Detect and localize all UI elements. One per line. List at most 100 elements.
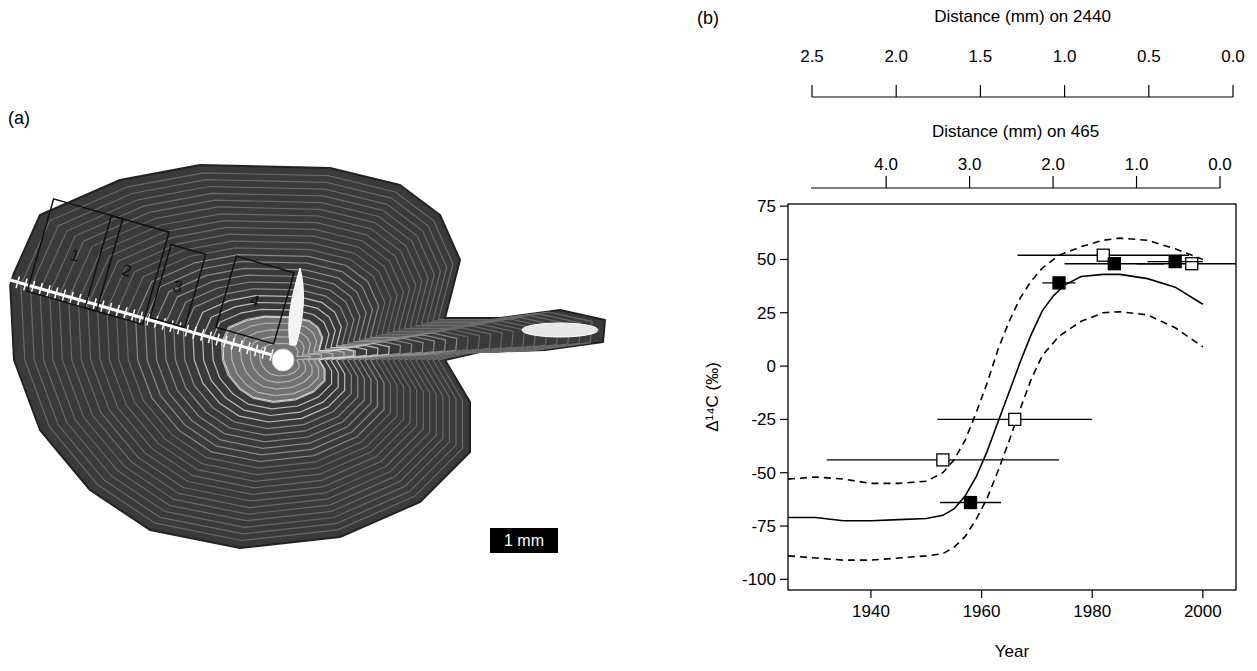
growth-ring bbox=[97, 227, 502, 487]
photo-panel: (a) 12 3 4 1 mm bbox=[8, 108, 605, 553]
transect-tick bbox=[16, 276, 19, 288]
x-tick bbox=[1092, 590, 1093, 598]
top-axis-tick-label: 1.0 bbox=[1053, 47, 1077, 66]
growth-ring bbox=[59, 200, 547, 514]
top-axis-tick bbox=[896, 85, 897, 97]
top-axis-tick bbox=[980, 85, 981, 97]
growth-ring bbox=[155, 268, 435, 448]
top-axis-tick-label: 3.0 bbox=[958, 155, 982, 174]
transect-tick bbox=[116, 305, 119, 317]
x-tick-label: 2000 bbox=[1184, 602, 1222, 621]
top-axis-tick bbox=[1136, 176, 1137, 188]
sample-box: 1 bbox=[27, 199, 123, 311]
point bbox=[1053, 277, 1065, 289]
transect-tick bbox=[208, 331, 211, 343]
y-tick bbox=[780, 365, 788, 366]
transect-tick bbox=[8, 274, 11, 286]
growth-ring bbox=[40, 187, 570, 528]
box-label: 2 bbox=[120, 261, 133, 280]
transect-tick bbox=[162, 318, 165, 330]
y-tick bbox=[780, 259, 788, 260]
transect-tick bbox=[101, 301, 104, 313]
top-axis-tick bbox=[1052, 176, 1053, 188]
y-tick-label: -50 bbox=[751, 464, 776, 483]
x-tick bbox=[870, 590, 871, 598]
growth-ring bbox=[107, 234, 491, 481]
top-axis-tick bbox=[1219, 176, 1220, 188]
transect-tick bbox=[78, 294, 81, 306]
plot-frame bbox=[788, 204, 1236, 590]
top-axis-tick-label: 0.0 bbox=[1208, 155, 1232, 174]
growth-ring bbox=[50, 193, 559, 520]
transect-tick bbox=[24, 279, 27, 291]
top-axis-tick-label: 0.5 bbox=[1137, 47, 1161, 66]
transect-tick bbox=[247, 342, 250, 354]
x-axis-title: Year bbox=[995, 642, 1030, 661]
top-axis-tick bbox=[886, 176, 887, 188]
y-tick bbox=[780, 525, 788, 526]
transect-tick bbox=[108, 303, 111, 315]
top-axis-tick-label: 2.0 bbox=[1041, 155, 1065, 174]
growth-ring bbox=[69, 207, 536, 508]
x-tick-label: 1940 bbox=[852, 602, 890, 621]
growth-ring bbox=[145, 262, 446, 455]
top-axis-line bbox=[811, 187, 1220, 188]
panel-label: (b) bbox=[697, 8, 719, 28]
growth-ring bbox=[78, 214, 524, 501]
sample-box: 2 bbox=[85, 216, 169, 325]
transect-tick bbox=[31, 281, 34, 293]
top-axis-tick bbox=[811, 85, 812, 97]
top-axis-tick bbox=[1148, 85, 1149, 97]
y-tick bbox=[780, 312, 788, 313]
scale-bar-label: 1 mm bbox=[504, 532, 544, 549]
y-tick bbox=[780, 419, 788, 420]
top-axis-tick-label: 4.0 bbox=[874, 155, 898, 174]
x-tick bbox=[1202, 590, 1203, 598]
y-tick bbox=[780, 472, 788, 473]
growth-ring bbox=[117, 241, 480, 475]
y-tick-label: 50 bbox=[757, 250, 776, 269]
transect-tick bbox=[270, 349, 273, 361]
transect-tick bbox=[262, 347, 265, 359]
growth-ring bbox=[126, 248, 468, 468]
transect-tick bbox=[224, 336, 227, 348]
rostrum-core bbox=[522, 323, 598, 337]
y-tick bbox=[780, 206, 788, 207]
plot-data bbox=[788, 238, 1236, 560]
transect-tick bbox=[254, 345, 257, 357]
sample-box: 4 bbox=[216, 256, 294, 344]
figure: (a)12341 mm(b)1940196019802000Year-100-7… bbox=[0, 0, 1257, 671]
transect-tick bbox=[193, 327, 196, 339]
transect-tick bbox=[131, 309, 134, 321]
top-axis-tick-label: 2.0 bbox=[884, 47, 908, 66]
transect-tick bbox=[70, 292, 73, 304]
transect-tick bbox=[147, 314, 150, 326]
box-label: 4 bbox=[248, 291, 261, 310]
point bbox=[1169, 256, 1181, 268]
transect-tick bbox=[93, 298, 96, 310]
transect-tick bbox=[178, 323, 181, 335]
top-axis-line bbox=[812, 96, 1233, 97]
transect-tick bbox=[124, 307, 127, 319]
growth-ring bbox=[21, 173, 592, 541]
growth-ring bbox=[31, 180, 581, 534]
chart-panel: (b)1940196019802000Year-100-75-50-250255… bbox=[697, 7, 1247, 661]
y-tick-label: 75 bbox=[757, 197, 776, 216]
box-label: 3 bbox=[171, 277, 184, 296]
panel-label: (a) bbox=[8, 108, 30, 128]
transect bbox=[10, 280, 272, 355]
x-tick bbox=[981, 590, 982, 598]
box-outline bbox=[150, 245, 206, 328]
y-tick-label: 0 bbox=[767, 357, 776, 376]
nucleus bbox=[272, 349, 294, 371]
curve bbox=[788, 238, 1203, 483]
point bbox=[1108, 258, 1120, 270]
top-axis-title: Distance (mm) on 2440 bbox=[934, 7, 1111, 26]
top-axis-tick-label: 1.5 bbox=[969, 47, 993, 66]
transect-tick bbox=[154, 316, 157, 328]
curve bbox=[788, 312, 1203, 560]
transect-tick bbox=[39, 283, 42, 295]
growth-ring bbox=[88, 221, 513, 495]
transect-tick bbox=[201, 329, 204, 341]
x-tick-label: 1980 bbox=[1073, 602, 1111, 621]
